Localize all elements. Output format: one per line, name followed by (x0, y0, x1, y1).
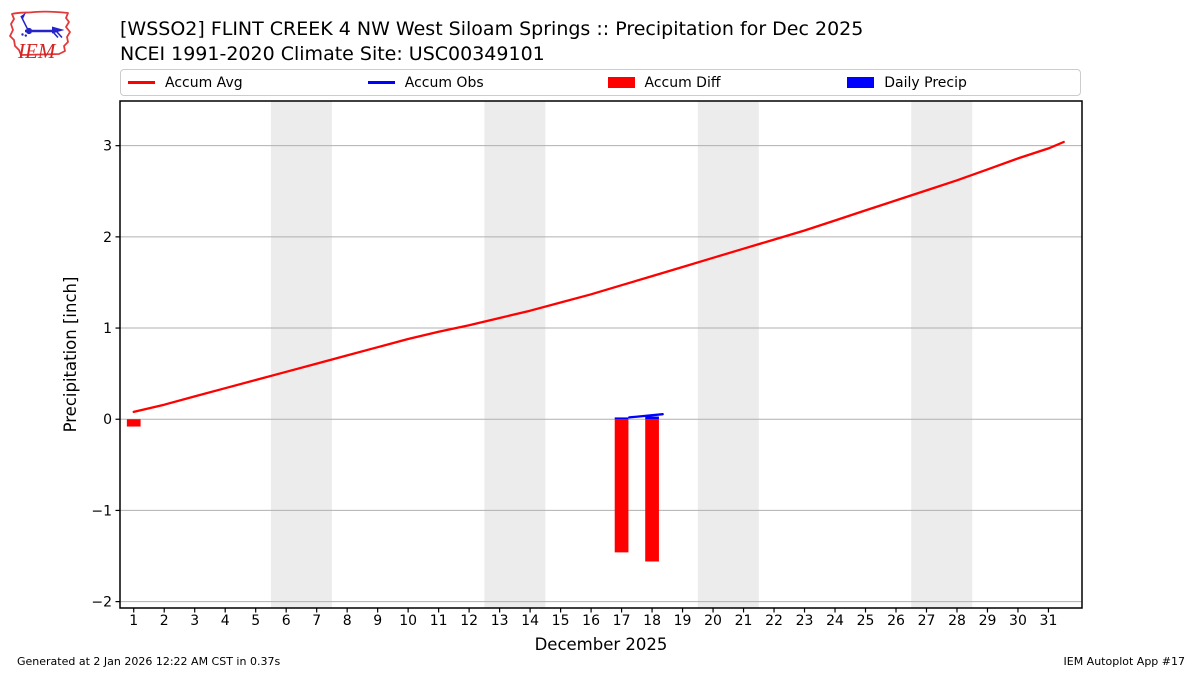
y-axis-label: Precipitation [inch] (61, 277, 80, 433)
logo-text: IEM (17, 39, 57, 63)
legend-item-accum-avg: Accum Avg (121, 75, 361, 91)
svg-text:11: 11 (430, 613, 448, 629)
chart-legend: Accum Avg Accum Obs Accum Diff Daily Pre… (120, 69, 1081, 96)
svg-text:3: 3 (103, 139, 112, 155)
svg-text:0: 0 (103, 412, 112, 428)
svg-text:20: 20 (704, 613, 722, 629)
chart-header: [WSSO2] FLINT CREEK 4 NW West Siloam Spr… (120, 17, 863, 66)
svg-text:2: 2 (103, 230, 112, 246)
svg-text:31: 31 (1040, 613, 1058, 629)
app-credit: IEM Autoplot App #17 (1063, 655, 1186, 668)
svg-text:28: 28 (948, 613, 966, 629)
page-title: [WSSO2] FLINT CREEK 4 NW West Siloam Spr… (120, 18, 864, 40)
svg-text:−1: −1 (91, 503, 112, 519)
svg-text:7: 7 (312, 613, 321, 629)
svg-text:18: 18 (643, 613, 661, 629)
svg-text:8: 8 (343, 613, 352, 629)
svg-text:12: 12 (460, 613, 478, 629)
svg-text:14: 14 (521, 613, 539, 629)
svg-text:26: 26 (887, 613, 905, 629)
svg-text:27: 27 (918, 613, 936, 629)
svg-text:6: 6 (282, 613, 291, 629)
svg-text:3: 3 (190, 613, 199, 629)
svg-text:24: 24 (826, 613, 844, 629)
iem-logo: IEM (9, 10, 71, 63)
svg-text:17: 17 (613, 613, 631, 629)
legend-label-daily-precip: Daily Precip (884, 74, 967, 91)
svg-text:5: 5 (251, 613, 260, 629)
legend-label-accum-diff: Accum Diff (644, 74, 721, 91)
svg-text:21: 21 (735, 613, 753, 629)
y-axis: −2 −1 0 1 2 3 (91, 139, 120, 611)
svg-text:Precipitation [inch]: Precipitation [inch] (61, 277, 80, 433)
accum-obs-line-swatch-icon (367, 81, 395, 84)
svg-text:22: 22 (765, 613, 783, 629)
legend-label-accum-obs: Accum Obs (404, 74, 484, 91)
svg-text:December 2025: December 2025 (535, 635, 668, 654)
line-accum-avg (132, 140, 1065, 414)
iowa-outline-icon (9, 10, 71, 56)
svg-text:2: 2 (160, 613, 169, 629)
daily-precip-rect-swatch-icon (847, 77, 875, 88)
svg-text:−2: −2 (91, 595, 112, 611)
svg-text:10: 10 (399, 613, 417, 629)
bars-accum-diff (126, 419, 659, 562)
svg-text:23: 23 (796, 613, 814, 629)
bar-series (126, 416, 659, 562)
svg-text:13: 13 (491, 613, 509, 629)
gridlines (120, 145, 1082, 603)
svg-text:19: 19 (674, 613, 692, 629)
svg-text:1: 1 (103, 321, 112, 337)
plot-border (119, 100, 1083, 609)
svg-text:29: 29 (979, 613, 997, 629)
line-accum-obs (628, 413, 664, 419)
weather-vane-icon (20, 12, 65, 39)
legend-label-accum-avg: Accum Avg (165, 74, 243, 91)
svg-text:9: 9 (373, 613, 382, 629)
accum-avg-line-swatch-icon (128, 81, 155, 84)
svg-text:1: 1 (129, 613, 138, 629)
bars-daily-precip (614, 416, 659, 420)
svg-text:16: 16 (582, 613, 600, 629)
generated-timestamp: Generated at 2 Jan 2026 12:22 AM CST in … (17, 655, 281, 668)
x-axis-label: December 2025 (535, 635, 668, 654)
x-axis: 1 2 3 4 5 6 7 8 9 10 11 12 13 14 15 16 17 18 19 20 21 22 23 24 2… (129, 608, 1057, 629)
page-subtitle: NCEI 1991-2020 Climate Site: USC00349101 (120, 42, 545, 65)
legend-item-accum-diff: Accum Diff (601, 75, 841, 91)
accum-diff-rect-swatch-icon (607, 77, 635, 88)
legend-item-daily-precip: Daily Precip (840, 75, 1080, 91)
svg-text:30: 30 (1009, 613, 1027, 629)
svg-text:15: 15 (552, 613, 570, 629)
svg-text:25: 25 (857, 613, 875, 629)
svg-text:4: 4 (221, 613, 230, 629)
line-series (132, 140, 1065, 419)
legend-item-accum-obs: Accum Obs (361, 75, 601, 91)
